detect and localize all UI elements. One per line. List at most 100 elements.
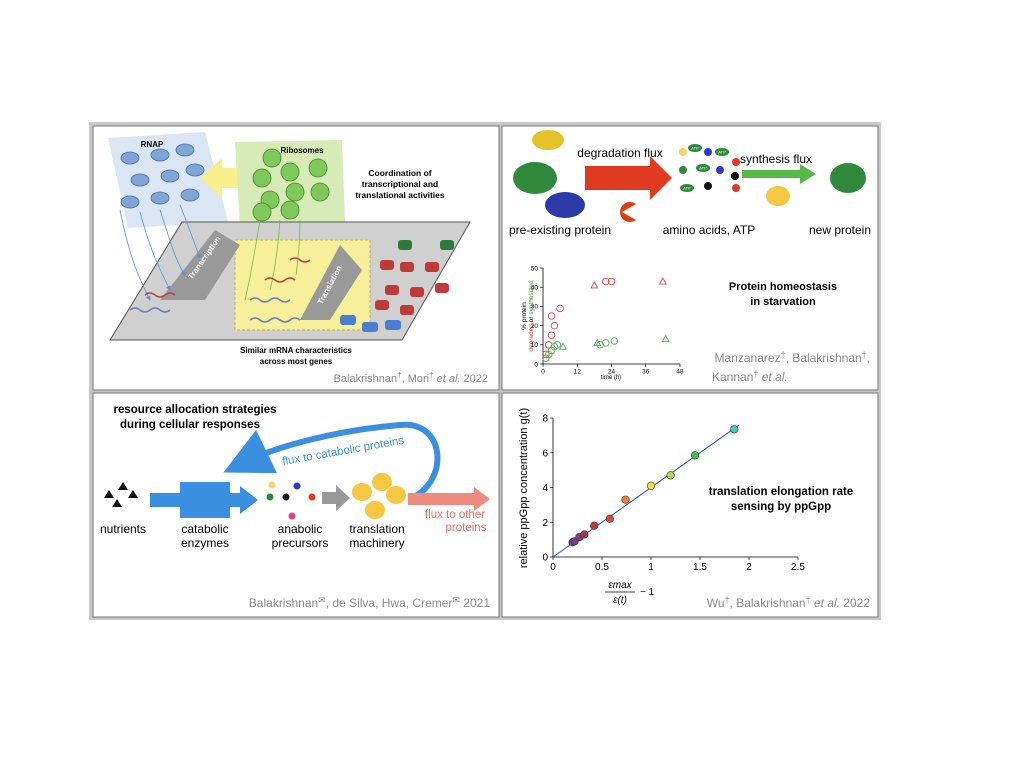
panel xyxy=(501,392,879,618)
point xyxy=(590,521,599,530)
translation-label: translation xyxy=(349,522,404,536)
x-label-suffix: − 1 xyxy=(640,587,655,598)
atp-label: ATP xyxy=(691,146,699,151)
point xyxy=(646,481,656,490)
transcription-figure: RNAP Ribosomes Coordination of transcrip… xyxy=(108,132,488,385)
point xyxy=(730,425,739,434)
atp-label: ATP xyxy=(699,166,707,171)
anabolic-label: precursors xyxy=(272,536,329,550)
other-flux-label: flux to other xyxy=(425,509,485,521)
y-tick-label: 50 xyxy=(531,265,539,272)
point xyxy=(553,341,562,349)
ppgpp-figure: translation elongation rate sensing by p… xyxy=(518,408,870,610)
point xyxy=(542,350,550,359)
x-tick-label: 1.5 xyxy=(693,562,707,573)
y-tick-label: 8 xyxy=(542,414,548,425)
point xyxy=(547,331,556,339)
point xyxy=(605,514,614,523)
homeostasis-title: in starvation xyxy=(750,296,816,308)
point xyxy=(602,339,610,347)
x-axis-label: time (h) xyxy=(601,375,621,381)
point xyxy=(580,530,589,539)
rnap-label: RNAP xyxy=(141,140,164,149)
pre-existing-label: pre-existing protein xyxy=(509,223,611,237)
y-tick-label: 40 xyxy=(531,284,539,291)
x-label-numerator: εmax xyxy=(608,580,632,591)
nutrient-icons xyxy=(104,482,138,507)
point xyxy=(658,277,667,285)
x-tick-label: 0 xyxy=(541,369,545,376)
atp-label: ATP xyxy=(683,186,691,191)
point xyxy=(556,304,564,313)
translation-arrow xyxy=(300,245,362,320)
catabolic-enzyme-block xyxy=(150,482,258,518)
nutrients-label: nutrients xyxy=(100,522,146,536)
coordination-line: Coordination of xyxy=(368,168,431,178)
y-tick-label: 4 xyxy=(542,483,548,494)
x-tick-label: 0.5 xyxy=(595,562,609,573)
point xyxy=(661,334,670,343)
transcription-arrow xyxy=(160,230,240,300)
y-tick-label: 0 xyxy=(542,553,548,564)
citation: Kannan† et al. xyxy=(712,369,788,384)
x-tick-label: 12 xyxy=(574,369,582,376)
mrna-line: across most genes xyxy=(260,357,333,366)
amino-acid-dots xyxy=(679,144,740,192)
catabolic-flux-arrow xyxy=(223,421,441,501)
ppgpp-title: sensing by ppGpp xyxy=(731,501,831,513)
anabolic-label: anabolic xyxy=(278,522,323,536)
point xyxy=(593,338,602,346)
catabolic-label: enzymes xyxy=(181,536,229,550)
citation: Wu†, Balakrishnan† et al. 2022 xyxy=(707,595,871,610)
ribosomes-label: Ribosomes xyxy=(280,146,324,155)
homeostasis-figure: ATP ATP ATP ATP degradation flux synthes… xyxy=(509,130,871,384)
synthesis-arrow xyxy=(742,164,816,184)
atp-label: ATP xyxy=(718,150,726,155)
degradation-label: degradation flux xyxy=(577,146,662,160)
point xyxy=(558,342,568,350)
y-tick-label: 30 xyxy=(531,304,539,311)
x-tick-label: 2.5 xyxy=(791,562,805,573)
homeostasis-title: Protein homeostasis xyxy=(729,281,837,293)
y-axis-label: % proteindegraded or synthesized xyxy=(521,280,535,352)
x-axis-label: εmax ε(t) − 1 xyxy=(605,580,655,606)
y-tick-label: 0 xyxy=(534,361,538,368)
point xyxy=(610,337,619,345)
x-tick-label: 2 xyxy=(746,562,752,573)
ppgpp-title: translation elongation rate xyxy=(709,486,853,498)
coordination-line: translational activities xyxy=(355,190,445,200)
point xyxy=(547,312,556,320)
citation: Manzanarez†, Balakrishnan†, xyxy=(715,350,870,365)
x-label-denominator: ε(t) xyxy=(613,595,627,606)
synthesis-label: synthesis flux xyxy=(740,152,812,166)
gray-arrow xyxy=(322,485,350,511)
other-flux-label: proteins xyxy=(446,522,487,534)
x-tick-label: 48 xyxy=(676,369,684,376)
point xyxy=(602,277,610,286)
ribosome-icons xyxy=(352,473,406,519)
new-protein-icon xyxy=(830,163,866,193)
point xyxy=(666,471,675,480)
new-protein-label: new protein xyxy=(809,223,871,237)
old-protein-icon xyxy=(513,130,585,218)
translation-label: machinery xyxy=(349,536,404,550)
mrna-line: Similar mRNA characteristics xyxy=(240,346,352,355)
y-tick-label: 2 xyxy=(542,518,548,529)
catabolic-label: catabolic xyxy=(181,522,228,536)
precursor-dots xyxy=(266,481,316,520)
point xyxy=(590,281,599,289)
y-axis-label: relative ppGpp concentration g(t) xyxy=(518,408,530,568)
x-tick-label: 36 xyxy=(642,369,650,376)
point xyxy=(621,495,630,504)
x-tick-label: 1 xyxy=(648,562,654,573)
degradation-arrow xyxy=(585,156,672,200)
protease-icon xyxy=(620,202,636,222)
x-tick-label: 24 xyxy=(608,369,616,376)
allocation-title: resource allocation strategies xyxy=(114,404,277,416)
y-tick-label: 10 xyxy=(531,342,539,349)
ribosome-icon xyxy=(766,186,790,206)
coordination-line: transcriptional and xyxy=(362,179,439,189)
other-flux-arrow xyxy=(408,487,490,511)
